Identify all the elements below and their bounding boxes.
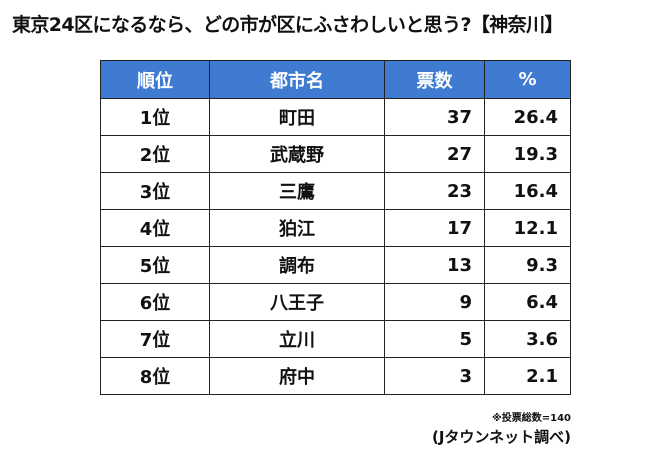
vote-total-note: ※投票総数=140 <box>492 413 571 424</box>
votes-cell: 37 <box>384 98 485 136</box>
votes-cell: 17 <box>384 209 485 247</box>
city-cell: 立川 <box>209 320 385 358</box>
page-title: 東京24区になるなら、どの市が区にふさわしいと思う?【神奈川】 <box>12 14 563 36</box>
votes-cell: 3 <box>384 357 485 395</box>
percent-cell: 26.4 <box>484 98 571 136</box>
city-cell: 武蔵野 <box>209 135 385 173</box>
column-header-rank: 順位 <box>100 60 210 99</box>
percent-cell: 3.6 <box>484 320 571 358</box>
percent-cell: 19.3 <box>484 135 571 173</box>
table-row: 3位 三鷹 23 16.4 <box>100 172 571 210</box>
rank-cell: 4位 <box>100 209 210 247</box>
table-row: 4位 狛江 17 12.1 <box>100 209 571 247</box>
percent-cell: 2.1 <box>484 357 571 395</box>
rank-cell: 6位 <box>100 283 210 321</box>
column-header-percent: % <box>484 60 571 99</box>
city-cell: 府中 <box>209 357 385 395</box>
table-row: 7位 立川 5 3.6 <box>100 320 571 358</box>
table-row: 1位 町田 37 26.4 <box>100 98 571 136</box>
rank-cell: 5位 <box>100 246 210 284</box>
percent-cell: 12.1 <box>484 209 571 247</box>
table-row: 6位 八王子 9 6.4 <box>100 283 571 321</box>
table-row: 2位 武蔵野 27 19.3 <box>100 135 571 173</box>
city-cell: 三鷹 <box>209 172 385 210</box>
percent-cell: 9.3 <box>484 246 571 284</box>
ranking-table: 順位 都市名 票数 % 1位 町田 37 26.4 2位 武蔵野 27 19.3… <box>100 60 571 395</box>
city-cell: 町田 <box>209 98 385 136</box>
rank-cell: 2位 <box>100 135 210 173</box>
rank-cell: 8位 <box>100 357 210 395</box>
votes-cell: 13 <box>384 246 485 284</box>
table-row: 5位 調布 13 9.3 <box>100 246 571 284</box>
rank-cell: 3位 <box>100 172 210 210</box>
source-credit: (Jタウンネット調べ) <box>432 428 571 446</box>
table-row: 8位 府中 3 2.1 <box>100 357 571 395</box>
percent-cell: 6.4 <box>484 283 571 321</box>
votes-cell: 23 <box>384 172 485 210</box>
city-cell: 狛江 <box>209 209 385 247</box>
rank-cell: 7位 <box>100 320 210 358</box>
rank-cell: 1位 <box>100 98 210 136</box>
percent-cell: 16.4 <box>484 172 571 210</box>
column-header-votes: 票数 <box>384 60 485 99</box>
votes-cell: 5 <box>384 320 485 358</box>
city-cell: 調布 <box>209 246 385 284</box>
city-cell: 八王子 <box>209 283 385 321</box>
column-header-city: 都市名 <box>209 60 385 99</box>
votes-cell: 9 <box>384 283 485 321</box>
votes-cell: 27 <box>384 135 485 173</box>
table-header-row: 順位 都市名 票数 % <box>100 60 571 99</box>
